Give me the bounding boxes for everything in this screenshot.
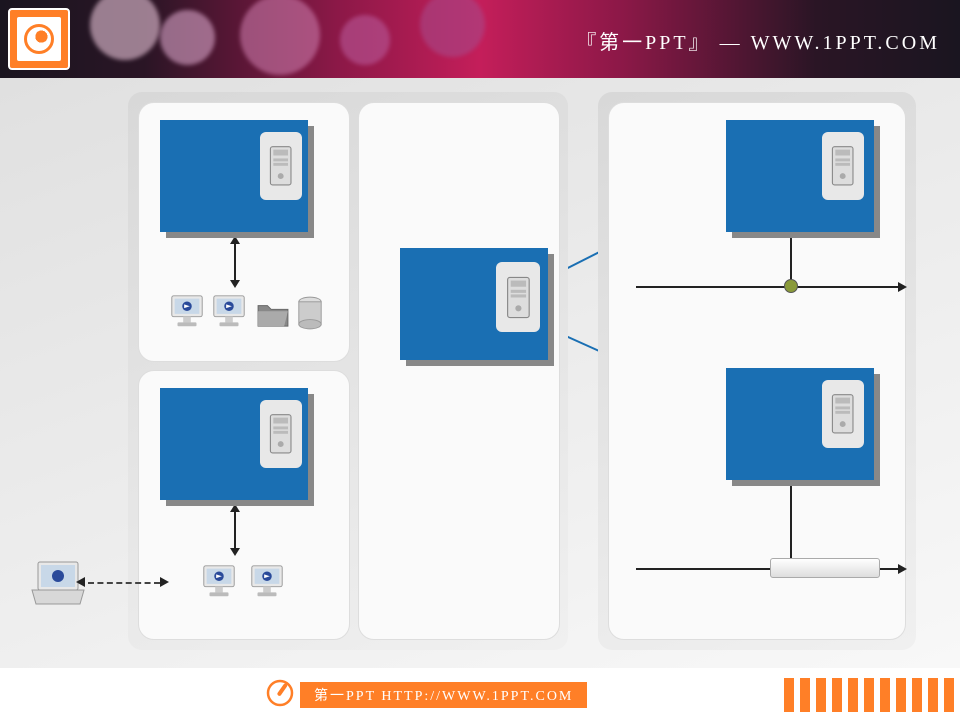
network-switch-icon [770,558,880,578]
footer-stripes [784,678,954,712]
diagram-canvas [0,78,960,668]
pen-icon [265,678,295,708]
subpanel-center [358,102,560,640]
double-arrow-icon [234,242,236,282]
arrow-right-icon [898,282,907,292]
monitor-icon [168,292,206,335]
server-icon [822,380,864,448]
monitor-icon [210,292,248,335]
server-icon [260,132,302,200]
folder-icon [256,300,290,333]
server-icon [260,400,302,468]
header-title: 『第一PPT』 — WWW.1PPT.COM [576,26,940,55]
server-icon [496,262,540,332]
dashed-connector [88,582,160,584]
arrow-right-icon [898,564,907,574]
network-line [636,286,900,288]
database-icon [296,296,324,335]
header-banner: 『第一PPT』 — WWW.1PPT.COM [0,0,960,78]
monitor-icon [248,562,286,605]
double-arrow-icon [234,510,236,550]
arrow-right-icon [76,577,85,587]
powerpoint-icon [8,8,70,70]
footer-text: 第一PPT HTTP://WWW.1PPT.COM [300,682,587,708]
arrow-right-icon [160,577,169,587]
network-node-dot [784,279,798,293]
monitor-icon [200,562,238,605]
footer-bar: 第一PPT HTTP://WWW.1PPT.COM [0,668,960,720]
network-line [790,484,792,560]
server-icon [822,132,864,200]
